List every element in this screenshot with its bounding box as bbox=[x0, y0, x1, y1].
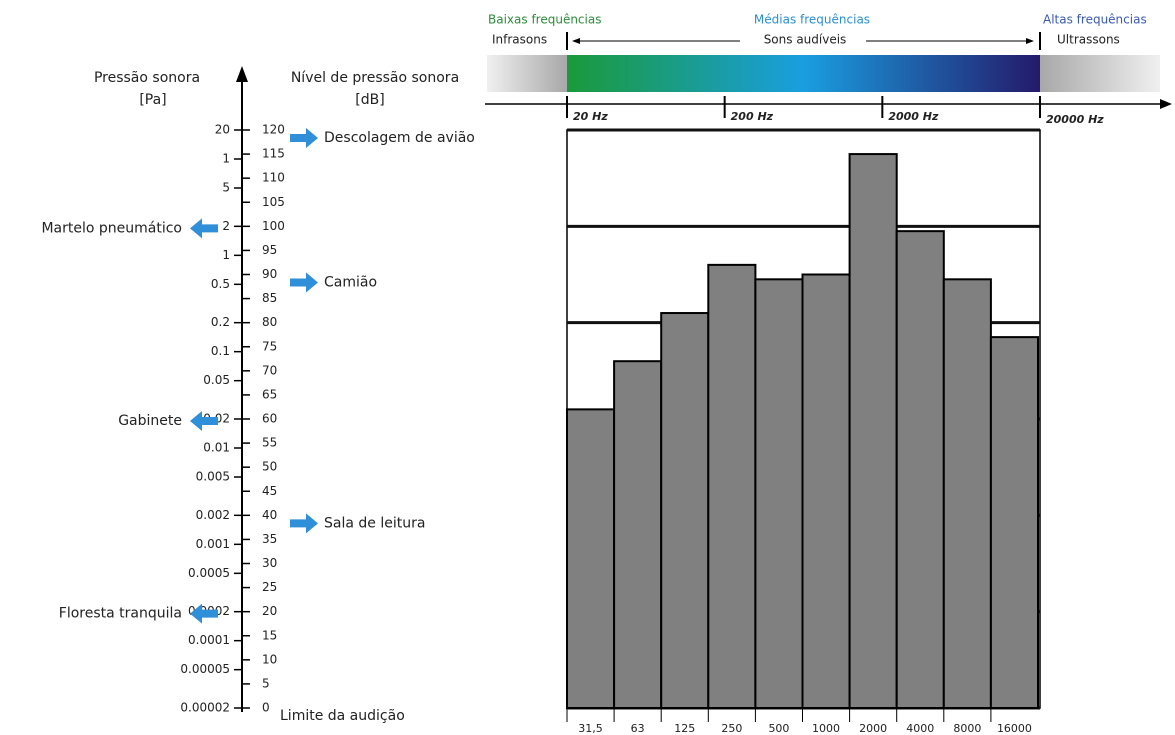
annotation-arrow bbox=[190, 603, 218, 624]
db-tick-label: 55 bbox=[262, 436, 277, 450]
pa-tick-label: 1 bbox=[222, 248, 230, 262]
db-tick-label: 10 bbox=[262, 652, 277, 666]
pa-tick-label: 1 bbox=[222, 151, 230, 165]
bar bbox=[566, 408, 616, 709]
pa-tick-label: 2 bbox=[222, 219, 230, 233]
pa-tick-label: 0.002 bbox=[196, 508, 230, 522]
db-tick-label: 90 bbox=[262, 267, 277, 281]
pa-tick-label: 0.005 bbox=[196, 469, 230, 483]
x-tick-label: 250 bbox=[721, 722, 742, 735]
db-tick-label: 110 bbox=[262, 171, 285, 185]
pa-tick-label: 0.05 bbox=[203, 373, 230, 387]
annotation: Descolagem de avião bbox=[324, 130, 475, 146]
hz-tick-label: 2000 Hz bbox=[888, 110, 939, 123]
db-tick-label: 65 bbox=[262, 387, 277, 401]
bar bbox=[801, 273, 851, 709]
db-tick-label: 60 bbox=[262, 412, 277, 426]
db-tick-label: 75 bbox=[262, 339, 277, 353]
bar bbox=[754, 278, 804, 709]
annotation: Sala de leitura bbox=[324, 515, 425, 531]
pa-tick-label: 0.00005 bbox=[180, 662, 230, 676]
annotation-arrow bbox=[290, 513, 318, 534]
annotation-arrow bbox=[290, 128, 318, 148]
pa-tick-label: 0.1 bbox=[211, 344, 230, 358]
hz-tick-label: 20 Hz bbox=[573, 110, 608, 123]
band-mid bbox=[567, 55, 1040, 92]
band-low bbox=[487, 55, 567, 92]
annotation-arrow bbox=[190, 218, 218, 239]
db-tick-label: 30 bbox=[262, 556, 277, 570]
db-tick-label: 45 bbox=[262, 484, 277, 498]
pa-tick-label: 0.0005 bbox=[188, 566, 230, 580]
db-tick-label: 120 bbox=[262, 123, 285, 137]
high-sub: Ultrassons bbox=[1057, 33, 1120, 47]
low-sub: Infrasons bbox=[492, 33, 547, 47]
x-tick-label: 4000 bbox=[906, 722, 934, 735]
pa-tick-label: 0.01 bbox=[203, 440, 230, 454]
db-tick-label: 80 bbox=[262, 315, 277, 329]
annotation: Limite da audição bbox=[280, 708, 405, 724]
axis-arrow bbox=[236, 66, 248, 82]
bar bbox=[942, 278, 992, 709]
db-tick-label: 15 bbox=[262, 628, 277, 642]
hz-axis-arrow bbox=[1160, 99, 1172, 109]
annotation-arrow bbox=[190, 411, 218, 431]
pa-tick-label: 0.0001 bbox=[188, 633, 230, 647]
mid-label: Médias frequências bbox=[754, 13, 870, 27]
pa-title: Pressão sonora bbox=[94, 70, 200, 86]
band-high bbox=[1040, 55, 1160, 92]
db-tick-label: 20 bbox=[262, 604, 277, 618]
x-tick-label: 1000 bbox=[812, 722, 840, 735]
x-tick-label: 2000 bbox=[859, 722, 887, 735]
annotation: Gabinete bbox=[118, 413, 182, 429]
db-title: Nível de pressão sonora bbox=[291, 70, 459, 86]
x-tick-label: 125 bbox=[674, 722, 695, 735]
db-tick-label: 100 bbox=[262, 219, 285, 233]
db-tick-label: 115 bbox=[262, 147, 285, 161]
pa-tick-label: 5 bbox=[222, 180, 230, 194]
range-arrow-head bbox=[1026, 38, 1034, 44]
pa-tick-label: 0.00002 bbox=[180, 701, 230, 715]
bar bbox=[660, 312, 710, 709]
db-tick-label: 25 bbox=[262, 580, 277, 594]
x-tick-label: 31,5 bbox=[578, 722, 603, 735]
pa-unit: [Pa] bbox=[139, 92, 166, 108]
db-tick-label: 35 bbox=[262, 532, 277, 546]
mid-sub: Sons audíveis bbox=[764, 33, 847, 47]
db-tick-label: 85 bbox=[262, 291, 277, 305]
x-tick-label: 16000 bbox=[997, 722, 1032, 735]
bar bbox=[895, 230, 945, 709]
pa-tick-label: 0.001 bbox=[196, 537, 230, 551]
high-label: Altas frequências bbox=[1043, 13, 1147, 27]
db-tick-label: 5 bbox=[262, 676, 270, 690]
db-tick-label: 105 bbox=[262, 195, 285, 209]
annotation-arrow bbox=[290, 272, 318, 293]
bar bbox=[848, 153, 898, 710]
pa-tick-label: 20 bbox=[215, 123, 230, 137]
pa-tick-label: 0.2 bbox=[211, 315, 230, 329]
annotation: Floresta tranquila bbox=[59, 606, 182, 622]
db-tick-label: 50 bbox=[262, 460, 277, 474]
range-arrow-head bbox=[572, 38, 580, 44]
db-tick-label: 95 bbox=[262, 243, 277, 257]
hz-tick-label: 200 Hz bbox=[731, 110, 774, 123]
bar bbox=[707, 263, 757, 709]
annotation: Martelo pneumático bbox=[41, 220, 182, 236]
db-unit: [dB] bbox=[355, 92, 384, 108]
x-tick-label: 500 bbox=[768, 722, 789, 735]
x-tick-label: 8000 bbox=[953, 722, 981, 735]
bar bbox=[989, 336, 1040, 709]
bar bbox=[613, 360, 663, 709]
low-label: Baixas frequências bbox=[488, 13, 601, 27]
hz-tick-label: 20000 Hz bbox=[1046, 113, 1104, 126]
annotation: Camião bbox=[324, 275, 377, 291]
db-tick-label: 40 bbox=[262, 508, 277, 522]
db-tick-label: 0 bbox=[262, 701, 270, 715]
pa-tick-label: 0.5 bbox=[211, 277, 230, 291]
db-tick-label: 70 bbox=[262, 363, 277, 377]
x-tick-label: 63 bbox=[631, 722, 645, 735]
